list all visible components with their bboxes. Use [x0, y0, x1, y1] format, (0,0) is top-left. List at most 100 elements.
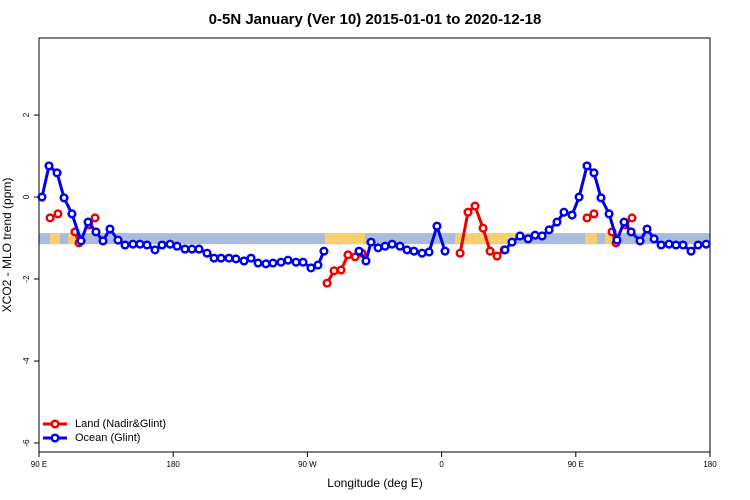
point [67, 209, 77, 219]
point [44, 161, 54, 171]
point [492, 251, 502, 261]
x-tick-label: 90 E [31, 460, 47, 469]
point [470, 201, 480, 211]
point [664, 239, 674, 249]
point [329, 266, 339, 276]
point [350, 252, 360, 262]
point [90, 213, 100, 223]
point [612, 235, 622, 245]
point [409, 246, 419, 256]
legend-label: Land (Nadir&Glint) [75, 418, 166, 430]
legend-label: Ocean (Glint) [75, 432, 140, 444]
point [619, 217, 629, 227]
point [582, 213, 592, 223]
chart-title: 0-5N January (Ver 10) 2015-01-01 to 2020… [209, 11, 542, 28]
x-tick-label: 180 [703, 460, 717, 469]
point [180, 244, 190, 254]
band-highlight [50, 233, 60, 245]
point [128, 239, 138, 249]
point [552, 217, 562, 227]
point [455, 248, 465, 258]
x-axis-label: Longitude (deg E) [327, 476, 422, 490]
point [649, 234, 659, 244]
point [142, 240, 152, 250]
point [268, 258, 278, 268]
point [523, 234, 533, 244]
point [604, 209, 614, 219]
point [395, 241, 405, 251]
point [678, 240, 688, 250]
point [157, 240, 167, 250]
point [59, 193, 69, 203]
point [52, 168, 62, 178]
point [627, 213, 637, 223]
point [596, 193, 606, 203]
point [589, 209, 599, 219]
point [373, 243, 383, 253]
point [537, 231, 547, 241]
point [567, 210, 577, 220]
point [574, 192, 584, 202]
band-highlight [324, 233, 365, 245]
point [239, 256, 249, 266]
point [37, 192, 47, 202]
point [165, 239, 175, 249]
point [589, 168, 599, 178]
point [150, 245, 160, 255]
point [417, 248, 427, 258]
y-tick-label: -6 [22, 439, 31, 447]
point [336, 265, 346, 275]
point [686, 246, 696, 256]
point [354, 246, 364, 256]
point [276, 257, 286, 267]
point [246, 253, 256, 263]
point [500, 245, 510, 255]
point [105, 224, 115, 234]
point [656, 240, 666, 250]
point [135, 239, 145, 249]
point [544, 225, 554, 235]
point [120, 240, 130, 250]
point [298, 257, 308, 267]
point [463, 207, 473, 217]
point [231, 254, 241, 264]
x-tick-label: 90 W [298, 460, 317, 469]
point [559, 207, 569, 217]
y-tick-label: 0 [22, 194, 31, 199]
point [283, 255, 293, 265]
point [291, 257, 301, 267]
y-tick-label: 2 [22, 112, 31, 117]
point [635, 236, 645, 246]
band-highlight [585, 233, 597, 245]
point [98, 236, 108, 246]
point [187, 244, 197, 254]
band-highlight [68, 233, 78, 245]
point [485, 246, 495, 256]
point [380, 241, 390, 251]
point [478, 223, 488, 233]
point [83, 217, 93, 227]
point [224, 253, 234, 263]
x-tick-label: 180 [167, 460, 181, 469]
point [701, 239, 711, 249]
point [194, 244, 204, 254]
point [53, 209, 63, 219]
point [582, 161, 592, 171]
y-axis-label: XCO2 - MLO trend (ppm) [0, 178, 14, 313]
point [626, 227, 636, 237]
point [322, 278, 332, 288]
point [530, 230, 540, 240]
point [172, 241, 182, 251]
x-tick-label: 0 [439, 460, 444, 469]
point [261, 259, 271, 269]
point [515, 231, 525, 241]
point [507, 237, 517, 247]
point [402, 245, 412, 255]
x-tick-label: 90 E [568, 460, 584, 469]
point [202, 248, 212, 258]
point [693, 240, 703, 250]
point [671, 240, 681, 250]
legend-marker [50, 419, 60, 429]
point [216, 253, 226, 263]
